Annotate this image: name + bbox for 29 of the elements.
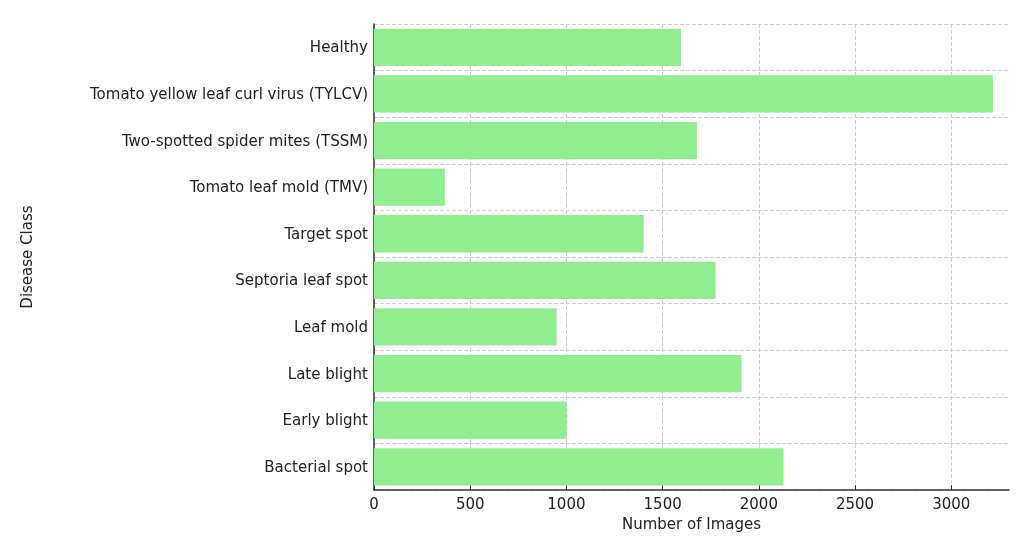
bar <box>374 168 445 206</box>
y-tick-label: Healthy <box>309 38 369 57</box>
x-tick-label: 1000 <box>547 494 586 513</box>
y-tick-label: Septoria leaf spot <box>235 271 369 290</box>
x-tick-label: 1500 <box>643 494 682 513</box>
x-axis-title: Number of Images <box>621 514 762 533</box>
bar <box>374 121 697 160</box>
y-tick-label: Leaf mold <box>293 317 368 336</box>
bar <box>374 448 784 486</box>
x-tick-label: 2500 <box>835 494 875 513</box>
y-tick-label: Target spot <box>283 224 369 243</box>
y-axis-title: Disease Class <box>17 205 36 309</box>
bar <box>374 261 716 299</box>
bar <box>374 215 644 253</box>
x-tick-label: 500 <box>455 494 485 513</box>
y-tick-label: Tomato yellow leaf curl virus (TYLCV) <box>89 84 368 103</box>
bar <box>374 75 993 113</box>
y-tick-label: Tomato leaf mold (TMV) <box>188 178 368 197</box>
bar <box>374 28 681 66</box>
y-tick-label: Two-spotted spider mites (TSSM) <box>120 131 368 150</box>
x-tick-label: 2000 <box>739 494 778 513</box>
y-tick-label: Early blight <box>282 411 369 430</box>
bar <box>374 401 567 439</box>
x-tick-label: 0 <box>369 494 379 513</box>
y-tick-label: Late blight <box>287 364 369 383</box>
y-tick-label: Bacterial spot <box>264 457 369 476</box>
bar <box>374 308 557 346</box>
x-tick-label: 3000 <box>932 494 971 513</box>
bar <box>374 354 742 393</box>
